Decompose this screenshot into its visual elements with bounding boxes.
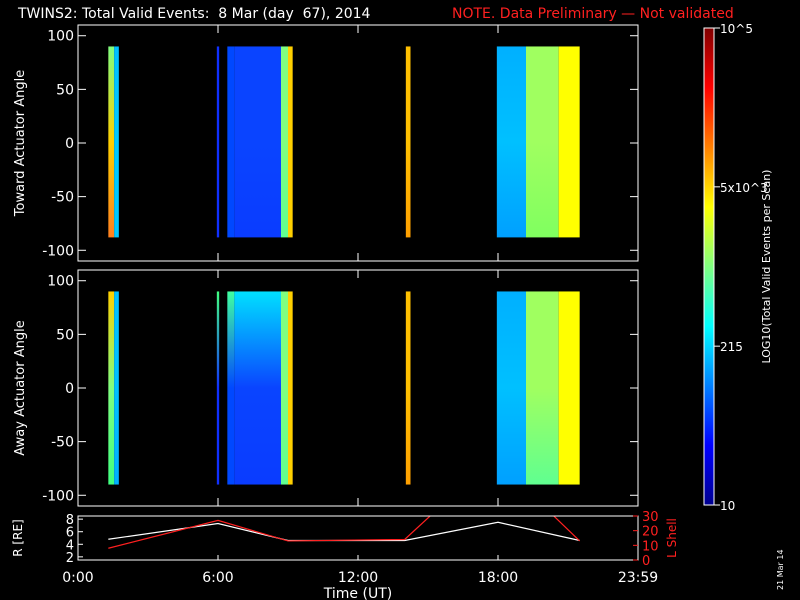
x-tick-label: 23:59 (618, 570, 658, 586)
heatmap-block (405, 46, 411, 238)
panel-frame (77, 515, 639, 561)
y-tick-label: 50 (56, 327, 74, 343)
y-axis-label-left: R [RE] (11, 519, 25, 556)
y-tick-label-right: 30 (642, 510, 659, 525)
heatmap-block (234, 46, 281, 238)
y-tick-label-left: 4 (66, 538, 74, 553)
heatmap-block (108, 46, 115, 238)
colorbar-tick-label: 5x10^3 (720, 181, 768, 195)
heatmap-block (526, 291, 559, 485)
y-tick-label-left: 6 (66, 526, 74, 541)
y-tick-label: 0 (65, 136, 74, 152)
heatmap-block (496, 291, 526, 485)
colorbar-tick-label: 215 (720, 340, 743, 354)
y-tick-label-right: 10 (642, 539, 659, 554)
toward-actuator-heatmap: 100 50 0 -50 -100 Toward Actuator Angle (13, 24, 639, 262)
x-tick-label: 0:00 (62, 570, 93, 586)
data-status-note: NOTE. Data Preliminary — Not validated (452, 6, 734, 22)
y-tick-label: 50 (56, 82, 74, 98)
y-axis-label: Toward Actuator Angle (13, 70, 28, 217)
orbit-lines (108, 516, 581, 549)
heatmap-block (108, 291, 115, 485)
x-tick-label: 6:00 (202, 570, 233, 586)
heatmap-block (526, 46, 559, 238)
heatmap-block (405, 291, 411, 485)
heatmap-block (288, 291, 293, 485)
heatmap-block (496, 46, 526, 238)
heatmap-block (558, 46, 580, 238)
y-tick-label-right: 20 (642, 525, 659, 540)
y-tick-label: -100 (42, 243, 74, 259)
y-tick-label: -50 (51, 435, 74, 451)
y-axis-label: Away Actuator Angle (13, 320, 28, 455)
heatmap-block (216, 46, 220, 238)
y-axis-label-right: L Shell (665, 518, 679, 558)
heatmap-block (216, 291, 220, 485)
away-actuator-heatmap: 100 50 0 -50 -100 Away Actuator Angle (13, 269, 639, 507)
x-axis-label: Time (UT) (323, 586, 392, 600)
time-axis: 0:00 6:00 12:00 18:00 23:59 Time (UT) (62, 570, 658, 600)
y-tick-label: -50 (51, 190, 74, 206)
y-tick-label-left: 2 (66, 551, 74, 566)
chart-title: TWINS2: Total Valid Events: 8 Mar (day 6… (18, 6, 371, 22)
heatmap-block (281, 291, 288, 485)
x-tick-label: 18:00 (478, 570, 518, 586)
lshell-line (108, 516, 581, 549)
colorbar-label: LOG10(Total Valid Events per Scan) (760, 170, 773, 364)
x-tick-label: 12:00 (338, 570, 378, 586)
colorbar: 10 215 5x10^3 10^5 LOG10(Total Valid Events … (703, 22, 773, 513)
heatmap-block (288, 46, 293, 238)
heatmap-block (114, 46, 119, 238)
heatmap-block (227, 46, 235, 238)
colorbar-scale (704, 28, 714, 505)
colorbar-tick-label: 10 (720, 499, 735, 513)
y-tick-label: 0 (65, 381, 74, 397)
y-tick-label-left: 8 (66, 513, 74, 528)
heatmap-block (281, 46, 288, 238)
y-tick-label-right: 0 (642, 554, 650, 569)
radius-line (108, 521, 580, 542)
colorbar-frame (703, 27, 715, 506)
y-tick-label: 100 (47, 29, 74, 45)
y-tick-label: -100 (42, 488, 74, 504)
heatmap-block (558, 291, 580, 485)
colorbar-tick-label: 10^5 (720, 22, 753, 36)
heatmap-block (114, 291, 119, 485)
y-tick-label: 100 (47, 274, 74, 290)
heatmap-block (227, 291, 235, 485)
heatmap-block (234, 291, 281, 485)
